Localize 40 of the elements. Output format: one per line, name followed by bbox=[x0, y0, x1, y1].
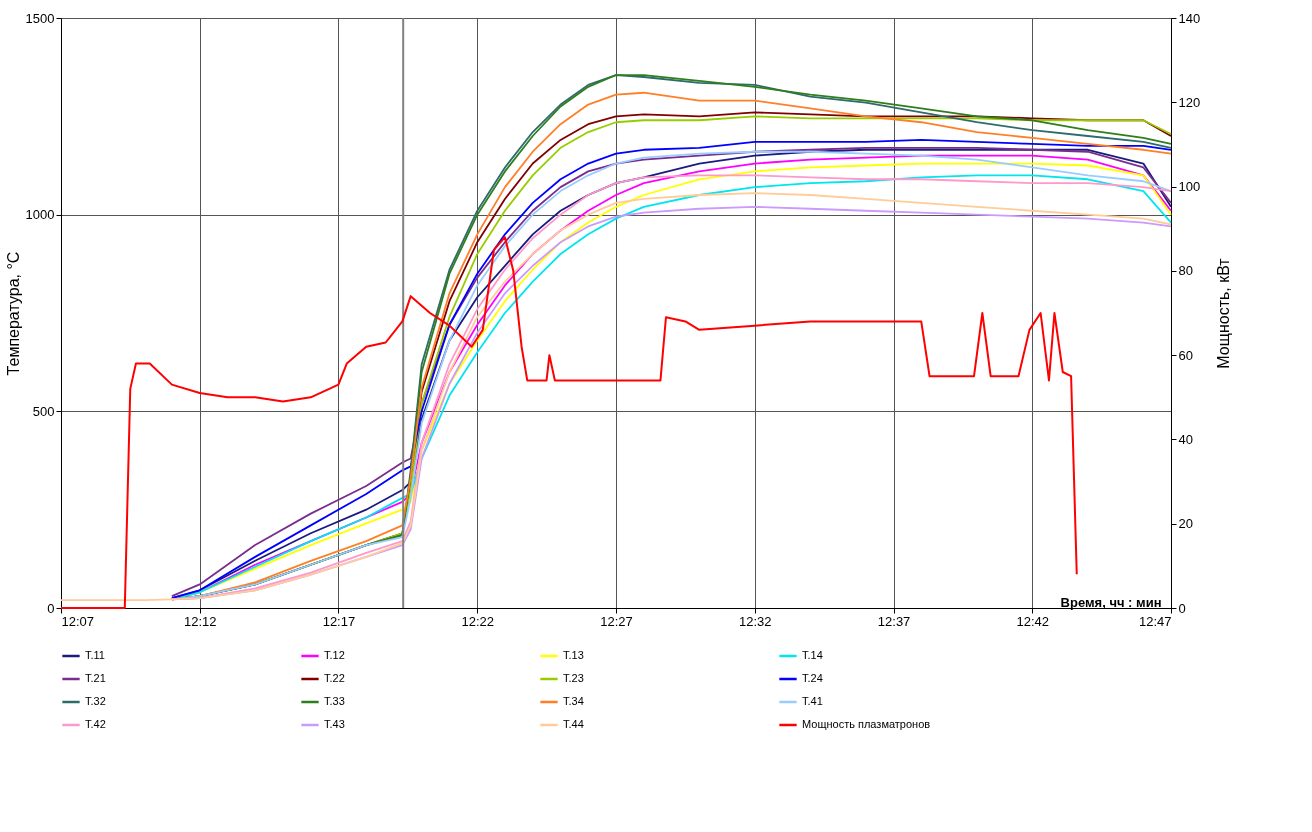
legend-label: T.13 bbox=[563, 649, 584, 661]
y-axis-title: Температура, °C bbox=[4, 251, 22, 376]
x-tick-label: 12:12 bbox=[183, 613, 217, 629]
y2-tick-label: 100 bbox=[1178, 179, 1201, 195]
legend-label: T.24 bbox=[802, 672, 823, 684]
y-tick-label: 1500 bbox=[25, 10, 55, 26]
legend-label: T.42 bbox=[85, 718, 106, 730]
legend-label: T.43 bbox=[324, 718, 345, 730]
legend-label: T.12 bbox=[324, 649, 345, 661]
x-tick-label: 12:42 bbox=[1016, 613, 1050, 629]
x-tick-label: 12:32 bbox=[738, 613, 772, 629]
legend-label: Мощность плазматронов bbox=[802, 718, 931, 730]
y2-axis-title: Мощность, кВт bbox=[1214, 257, 1232, 369]
y2-tick-label: 120 bbox=[1178, 94, 1201, 110]
y2-tick-label: 80 bbox=[1178, 263, 1193, 279]
y2-tick-label: 40 bbox=[1178, 431, 1193, 447]
x-axis-title: Время, чч : мин bbox=[1060, 594, 1162, 610]
x-tick-label: 12:47 bbox=[1138, 613, 1172, 629]
y2-tick-label: 20 bbox=[1178, 516, 1193, 532]
legend-label: T.34 bbox=[563, 695, 584, 707]
x-tick-label: 12:27 bbox=[600, 613, 633, 629]
x-tick-label: 12:17 bbox=[322, 613, 356, 629]
legend-label: T.22 bbox=[324, 672, 345, 684]
legend-label: T.41 bbox=[802, 695, 823, 707]
y-tick-label: 0 bbox=[47, 600, 55, 616]
y-tick-label: 500 bbox=[32, 403, 55, 419]
legend-label: T.21 bbox=[85, 672, 106, 684]
legend-label: T.33 bbox=[324, 695, 345, 707]
x-tick-label: 12:07 bbox=[61, 613, 95, 629]
y2-tick-label: 140 bbox=[1178, 10, 1201, 26]
y2-tick-label: 0 bbox=[1178, 600, 1186, 616]
legend-label: T.44 bbox=[563, 718, 584, 730]
legend-label: T.14 bbox=[802, 649, 823, 661]
legend-label: T.32 bbox=[85, 695, 106, 707]
legend-label: T.23 bbox=[563, 672, 584, 684]
legend-label: T.11 bbox=[85, 649, 105, 661]
y2-tick-label: 60 bbox=[1178, 347, 1193, 363]
y-tick-label: 1000 bbox=[25, 207, 55, 223]
x-tick-label: 12:22 bbox=[461, 613, 495, 629]
x-tick-label: 12:37 bbox=[877, 613, 911, 629]
